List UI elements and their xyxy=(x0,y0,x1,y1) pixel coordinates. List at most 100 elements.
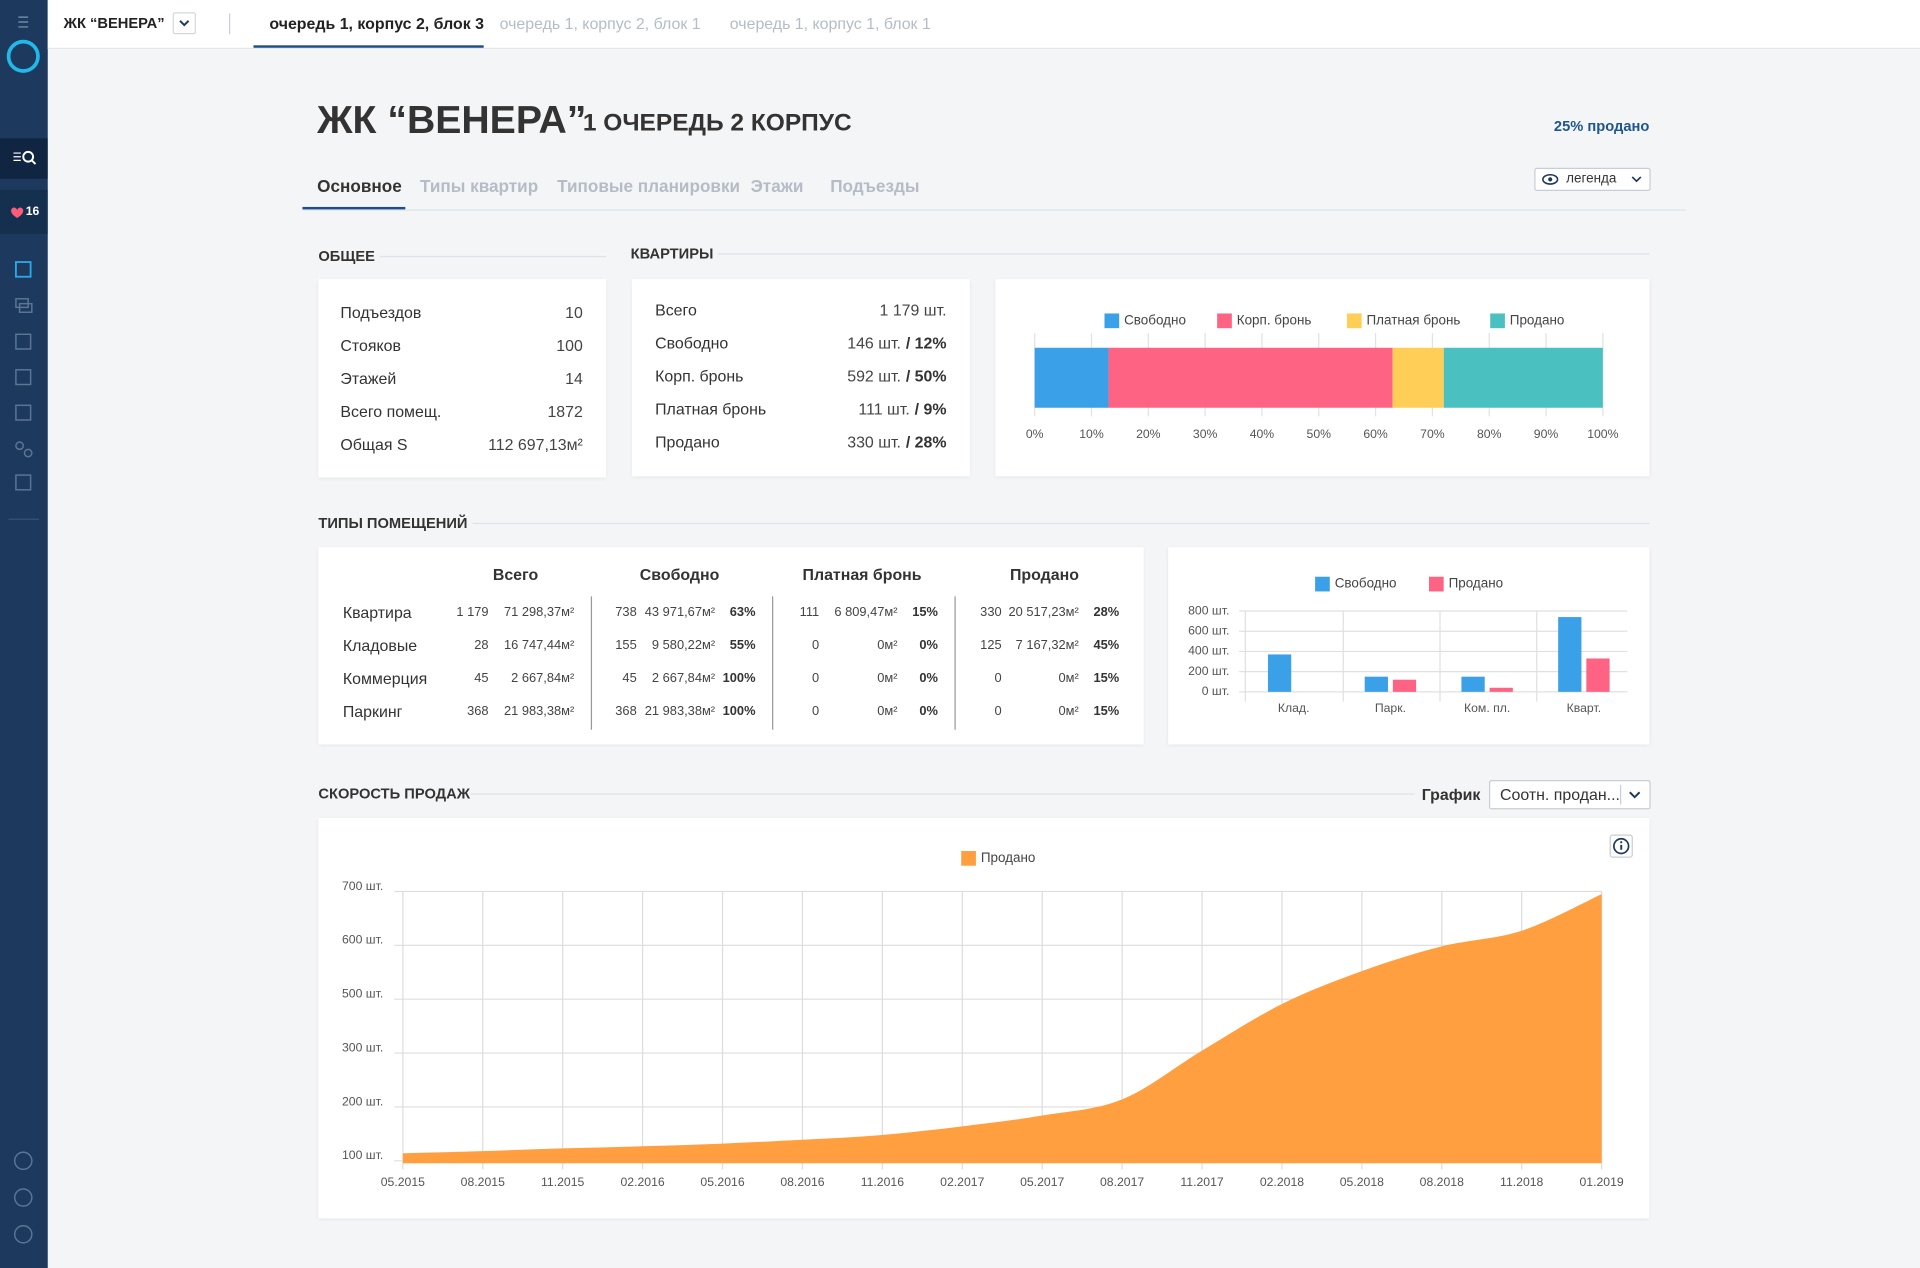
group-header: Свободно xyxy=(639,565,720,584)
selector-label: График xyxy=(1421,785,1481,804)
cell: 20 517,23м² xyxy=(1008,604,1079,620)
section-title: КВАРТИРЫ xyxy=(630,244,714,263)
favorites-count[interactable]: 16 xyxy=(25,205,40,219)
row-share: / 9% xyxy=(914,399,947,419)
cell: 15% xyxy=(1093,671,1120,686)
row-label: Всего xyxy=(655,300,697,319)
tab[interactable]: Этажи xyxy=(750,176,804,196)
cell: 43 971,67м² xyxy=(644,604,716,620)
row-label: Платная бронь xyxy=(655,399,767,419)
apartments-chart-card xyxy=(995,279,1650,477)
apartments-card xyxy=(631,279,970,477)
cell: 21 983,38м² xyxy=(503,704,575,719)
cell: 45 xyxy=(474,671,489,686)
cell: 0м² xyxy=(877,637,898,653)
cell: 15% xyxy=(1093,704,1120,719)
cell: 0% xyxy=(919,637,938,653)
subnav-tab[interactable]: очередь 1, корпус 2, блок 3 xyxy=(269,14,484,33)
cell: 2 667,84м² xyxy=(511,671,575,686)
topbar xyxy=(47,0,1920,49)
legend-button[interactable]: легенда xyxy=(1534,167,1651,192)
section-rule xyxy=(379,255,607,258)
project-dropdown[interactable] xyxy=(172,12,196,35)
cell: 28 xyxy=(474,637,489,653)
cell: 7 167,32м² xyxy=(1015,637,1079,653)
cell: 16 747,44м² xyxy=(503,637,575,653)
cell: 0 xyxy=(812,704,820,719)
cell: 15% xyxy=(912,604,938,620)
tab[interactable]: Типы квартир xyxy=(420,176,539,196)
cell: 0% xyxy=(919,671,938,686)
cell: 6 809,47м² xyxy=(834,604,898,620)
subnav-underline xyxy=(253,45,484,48)
room-table-card xyxy=(318,547,1144,745)
row-label: Общая S xyxy=(340,435,408,454)
tab-underline xyxy=(302,206,406,210)
cell: 9 580,22м² xyxy=(651,637,716,653)
cell: 0м² xyxy=(1058,704,1079,719)
cell: 45% xyxy=(1093,637,1120,653)
row-label: Коммерция xyxy=(342,669,428,688)
subnav-tab[interactable]: очередь 1, корпус 2, блок 1 xyxy=(499,14,701,33)
tab[interactable]: Основное xyxy=(317,176,402,196)
row-value: 592 шт. xyxy=(847,366,901,386)
cell: 0 xyxy=(994,704,1002,719)
section-rule xyxy=(472,522,1650,525)
tabs-rule xyxy=(302,209,1687,211)
row-label: Продано xyxy=(655,432,720,452)
selector-divider xyxy=(1620,784,1622,805)
cell: 100% xyxy=(722,671,756,686)
section-rule xyxy=(717,253,1650,255)
cell: 0м² xyxy=(877,704,898,719)
group-header: Платная бронь xyxy=(802,565,922,584)
legend-icons xyxy=(1542,173,1642,185)
row-label: Паркинг xyxy=(342,702,403,721)
subnav-tab[interactable]: очередь 1, корпус 1, блок 1 xyxy=(729,14,931,33)
row-value: 10 xyxy=(565,303,583,322)
row-share: / 12% xyxy=(905,333,947,353)
separator xyxy=(228,13,231,35)
tab[interactable]: Типовые планировки xyxy=(557,176,741,196)
sidebar: 16 xyxy=(0,0,48,1268)
tab[interactable]: Подъезды xyxy=(830,176,920,196)
selector-value: Соотн. продан... xyxy=(1500,785,1620,804)
cell: 63% xyxy=(729,604,756,620)
section-title: ТИПЫ ПОМЕЩЕНИЙ xyxy=(318,514,468,532)
cell: 0% xyxy=(919,704,938,719)
cell: 21 983,38м² xyxy=(644,704,716,719)
group-header: Продано xyxy=(1009,565,1079,584)
cell: 0 xyxy=(812,637,820,653)
info-button[interactable] xyxy=(1609,834,1633,858)
row-value: 14 xyxy=(565,369,583,388)
cell: 1 179 xyxy=(456,604,489,620)
row-value: 112 697,13м² xyxy=(488,435,583,454)
general-card xyxy=(318,279,607,478)
page-subtitle: 1 ОЧЕРЕДЬ 2 КОРПУС xyxy=(582,109,852,137)
row-label: Кладовые xyxy=(342,636,418,655)
cell: 2 667,84м² xyxy=(651,671,716,686)
cell: 0м² xyxy=(1058,671,1079,686)
row-value: 146 шт. xyxy=(847,333,901,353)
row-label: Корп. бронь xyxy=(655,366,744,386)
cell: 0 xyxy=(994,671,1002,686)
cell: 100% xyxy=(722,704,756,719)
group-header: Всего xyxy=(492,565,539,584)
section-title: СКОРОСТЬ ПРОДАЖ xyxy=(318,784,471,803)
legend-button-label: легенда xyxy=(1566,171,1617,187)
sold-share[interactable]: 25% продано xyxy=(1553,117,1650,135)
row-label: Всего помещ. xyxy=(340,402,442,421)
sidebar-icons xyxy=(0,16,48,1244)
chevron xyxy=(1629,791,1641,799)
section-title: ОБЩЕЕ xyxy=(318,247,375,265)
cell: 71 298,37м² xyxy=(503,604,575,620)
page-title: ЖК “ВЕНЕРА” xyxy=(317,97,587,142)
cell: 738 xyxy=(615,604,637,620)
cell: 111 xyxy=(799,604,820,620)
cell: 330 xyxy=(980,604,1002,620)
row-label: Квартира xyxy=(342,603,412,622)
chart-selector[interactable]: Соотн. продан... xyxy=(1488,780,1651,810)
cell: 55% xyxy=(729,637,756,653)
row-value: 111 шт. xyxy=(858,399,910,419)
section-rule xyxy=(470,793,1415,795)
